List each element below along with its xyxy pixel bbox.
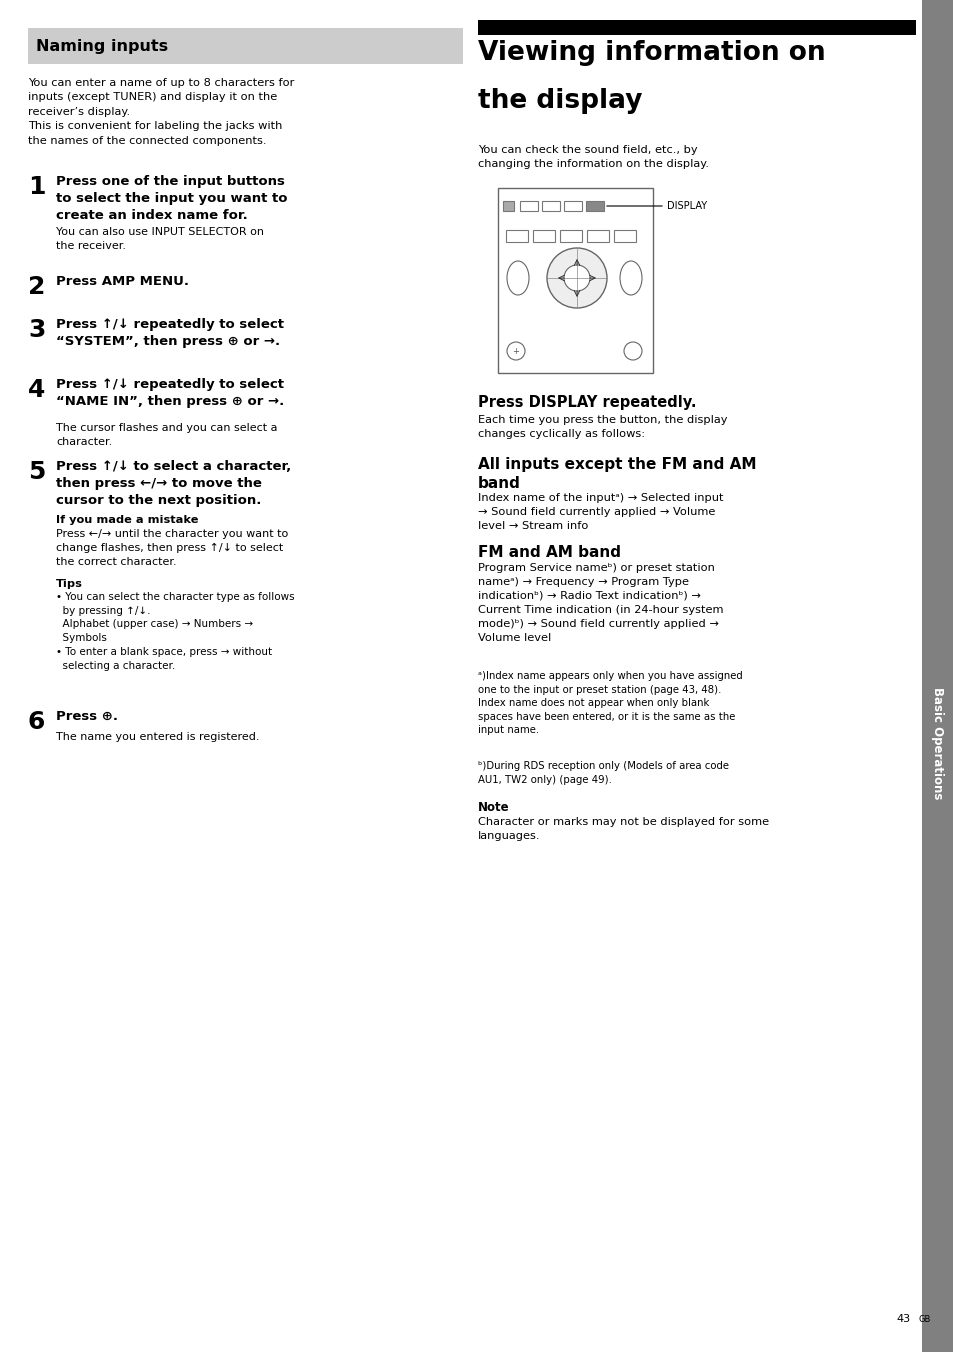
Text: Press ⊕.: Press ⊕. <box>56 710 118 723</box>
Text: 5: 5 <box>28 460 46 484</box>
Text: If you made a mistake: If you made a mistake <box>56 515 198 525</box>
Text: You can enter a name of up to 8 characters for
inputs (except TUNER) and display: You can enter a name of up to 8 characte… <box>28 78 294 146</box>
Bar <box>921 0 953 1352</box>
Text: Program Service nameᵇ) or preset station
nameᵃ) → Frequency → Program Type
indic: Program Service nameᵇ) or preset station… <box>477 562 722 644</box>
Text: Press ↑/↓ repeatedly to select
“SYSTEM”, then press ⊕ or →.: Press ↑/↓ repeatedly to select “SYSTEM”,… <box>56 318 284 347</box>
Text: Basic Operations: Basic Operations <box>930 687 943 800</box>
Text: FM and AM band: FM and AM band <box>477 545 620 560</box>
Bar <box>614 230 636 242</box>
Text: Press ←/→ until the character you want to
change flashes, then press ↑/↓ to sele: Press ←/→ until the character you want t… <box>56 529 288 566</box>
Bar <box>586 230 608 242</box>
Text: Note: Note <box>477 800 509 814</box>
Text: • You can select the character type as follows
  by pressing ↑/↓.
  Alphabet (up: • You can select the character type as f… <box>56 592 294 642</box>
Text: Index name of the inputᵃ) → Selected input
→ Sound field currently applied → Vol: Index name of the inputᵃ) → Selected inp… <box>477 493 722 531</box>
Text: ᵃ)Index name appears only when you have assigned
one to the input or preset stat: ᵃ)Index name appears only when you have … <box>477 671 742 735</box>
Bar <box>505 230 527 242</box>
Text: 3: 3 <box>28 318 46 342</box>
Bar <box>559 230 581 242</box>
Circle shape <box>546 247 606 308</box>
Bar <box>585 201 603 211</box>
Text: You can check the sound field, etc., by
changing the information on the display.: You can check the sound field, etc., by … <box>477 145 708 169</box>
Bar <box>519 201 537 211</box>
Bar <box>541 201 559 211</box>
Text: Each time you press the button, the display
changes cyclically as follows:: Each time you press the button, the disp… <box>477 415 727 439</box>
Bar <box>533 230 555 242</box>
Bar <box>477 20 915 35</box>
Ellipse shape <box>506 261 529 295</box>
Bar <box>563 201 581 211</box>
Circle shape <box>563 265 589 291</box>
Text: You can also use INPUT SELECTOR on
the receiver.: You can also use INPUT SELECTOR on the r… <box>56 227 264 251</box>
Text: Tips: Tips <box>56 579 83 589</box>
Circle shape <box>506 342 524 360</box>
Text: 1: 1 <box>28 174 46 199</box>
Text: The cursor flashes and you can select a
character.: The cursor flashes and you can select a … <box>56 423 277 448</box>
Text: 43: 43 <box>896 1314 910 1324</box>
Ellipse shape <box>619 261 641 295</box>
Text: Naming inputs: Naming inputs <box>36 38 168 54</box>
Text: Press one of the input buttons
to select the input you want to
create an index n: Press one of the input buttons to select… <box>56 174 287 222</box>
Circle shape <box>623 342 641 360</box>
Text: 2: 2 <box>28 274 46 299</box>
Text: Press ↑/↓ to select a character,
then press ←/→ to move the
cursor to the next p: Press ↑/↓ to select a character, then pr… <box>56 460 291 507</box>
Text: Press ↑/↓ repeatedly to select
“NAME IN”, then press ⊕ or →.: Press ↑/↓ repeatedly to select “NAME IN”… <box>56 379 284 408</box>
Bar <box>502 201 514 211</box>
Text: Press AMP MENU.: Press AMP MENU. <box>56 274 189 288</box>
Text: The name you entered is registered.: The name you entered is registered. <box>56 731 259 742</box>
Text: the display: the display <box>477 88 641 114</box>
Text: Character or marks may not be displayed for some
languages.: Character or marks may not be displayed … <box>477 817 768 841</box>
Text: 4: 4 <box>28 379 46 402</box>
Text: DISPLAY: DISPLAY <box>666 201 706 211</box>
Bar <box>28 28 462 64</box>
Text: 6: 6 <box>28 710 46 734</box>
Text: Viewing information on: Viewing information on <box>477 41 824 66</box>
Text: All inputs except the FM and AM
band: All inputs except the FM and AM band <box>477 457 756 491</box>
Text: • To enter a blank space, press → without
  selecting a character.: • To enter a blank space, press → withou… <box>56 648 272 671</box>
Text: +: + <box>512 346 518 356</box>
Text: GB: GB <box>918 1315 930 1324</box>
Bar <box>497 188 652 373</box>
Text: ᵇ)During RDS reception only (Models of area code
AU1, TW2 only) (page 49).: ᵇ)During RDS reception only (Models of a… <box>477 761 728 784</box>
Text: Press DISPLAY repeatedly.: Press DISPLAY repeatedly. <box>477 395 696 410</box>
